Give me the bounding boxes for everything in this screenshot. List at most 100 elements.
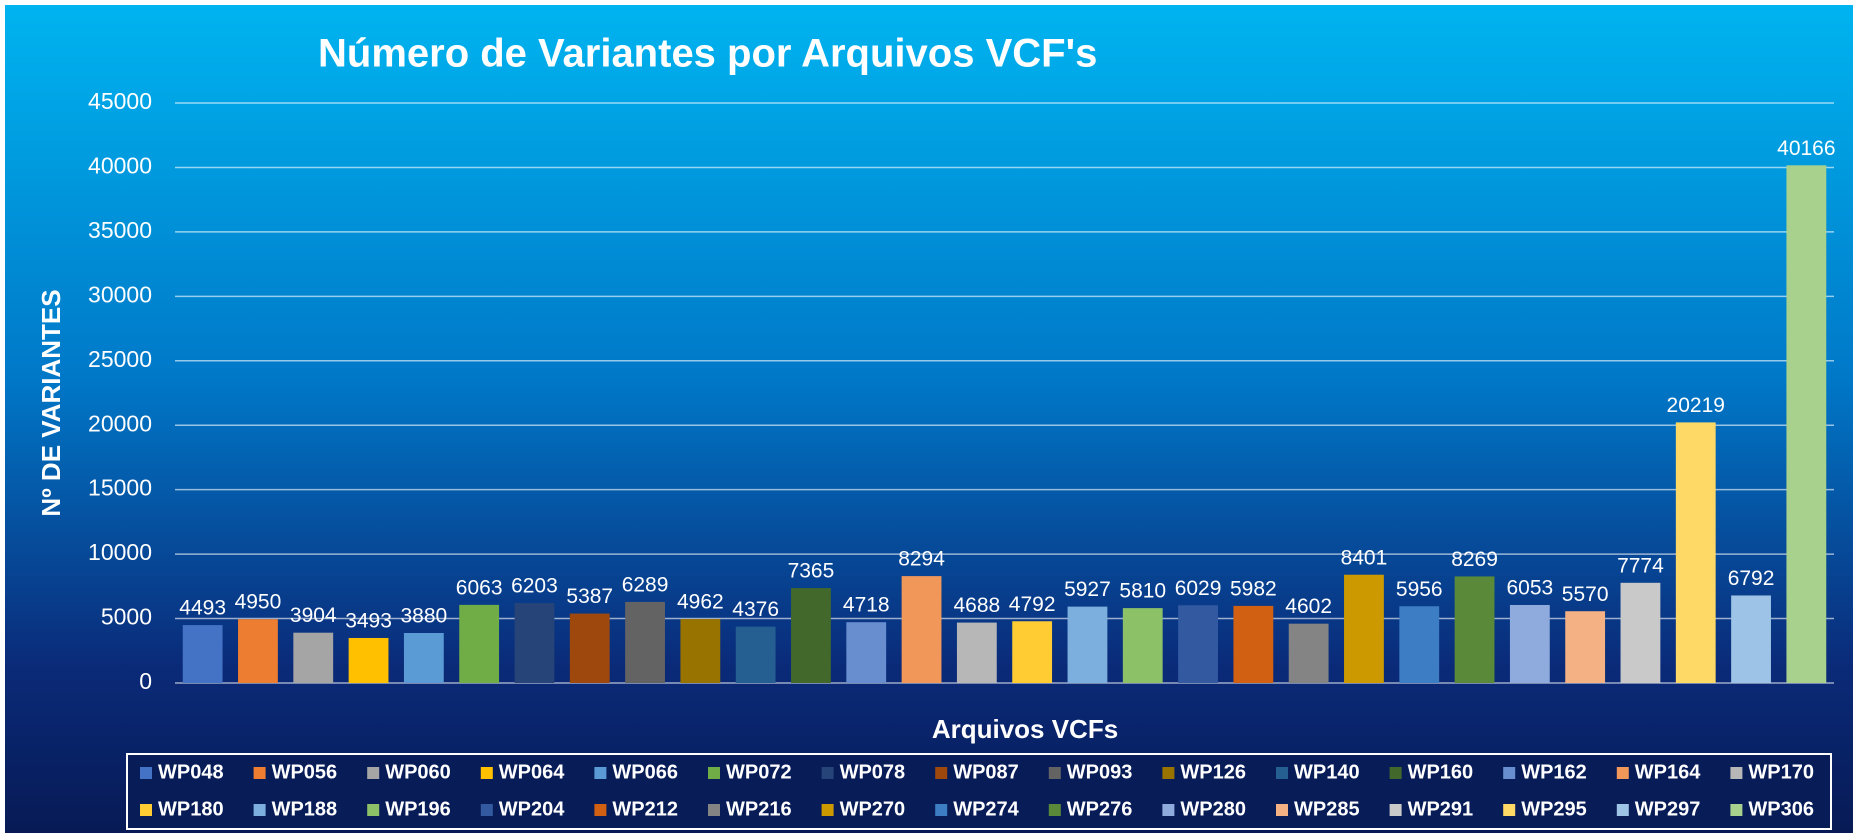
data-label: 4493 [179, 597, 226, 620]
legend-label: WP270 [840, 798, 906, 820]
y-tick-label: 30000 [88, 281, 152, 307]
legend-label: WP140 [1294, 761, 1360, 783]
y-tick-label: 25000 [88, 346, 152, 372]
bar [901, 576, 942, 683]
legend [126, 753, 1832, 830]
data-label: 3493 [345, 610, 392, 633]
legend-swatch [708, 804, 720, 816]
bar [1067, 606, 1108, 683]
legend-swatch [253, 804, 266, 816]
bar [1399, 606, 1440, 683]
legend-label: WP066 [612, 761, 678, 783]
bar [459, 604, 500, 683]
y-tick-label: 10000 [88, 539, 152, 565]
data-label: 4792 [1009, 593, 1056, 616]
legend-swatch [1048, 804, 1061, 816]
bar [1731, 595, 1771, 683]
legend-swatch [1730, 767, 1743, 779]
data-label: 6289 [622, 573, 669, 596]
legend-label: WP078 [840, 761, 906, 783]
y-tick-label: 20000 [88, 410, 152, 436]
bar [1012, 621, 1053, 683]
data-label: 4602 [1285, 595, 1332, 618]
legend-label: WP170 [1748, 761, 1814, 783]
data-label: 4962 [677, 591, 724, 614]
legend-label: WP072 [726, 761, 792, 783]
legend-label: WP056 [272, 761, 338, 783]
legend-swatch [1162, 804, 1175, 816]
legend-label: WP204 [499, 798, 565, 820]
legend-swatch [1503, 767, 1516, 779]
y-tick-label: 0 [139, 668, 152, 694]
data-label: 7774 [1617, 554, 1664, 577]
legend-swatch [821, 804, 834, 816]
legend-swatch [1162, 767, 1175, 779]
legend-label: WP276 [1067, 798, 1133, 820]
data-label: 40166 [1777, 137, 1835, 160]
legend-label: WP093 [1067, 761, 1133, 783]
legend-label: WP196 [385, 798, 451, 820]
data-label: 8269 [1451, 548, 1498, 571]
legend-swatch [935, 804, 948, 816]
legend-swatch [1616, 804, 1629, 816]
bar [569, 613, 610, 683]
y-axis-title: Nº DE VARIANTES [36, 289, 66, 516]
bar [1122, 608, 1163, 683]
legend-label: WP216 [726, 798, 792, 820]
bar [1675, 422, 1716, 683]
bar [293, 632, 334, 683]
data-label: 4950 [235, 591, 282, 614]
legend-label: WP060 [385, 761, 451, 783]
bar [735, 626, 776, 683]
data-label: 5570 [1562, 583, 1609, 606]
legend-label: WP188 [272, 798, 338, 820]
bar [1344, 574, 1384, 683]
data-label: 6792 [1728, 567, 1775, 590]
data-label: 5982 [1230, 577, 1277, 600]
bar [238, 619, 278, 683]
legend-label: WP160 [1408, 761, 1474, 783]
bar [1565, 611, 1606, 683]
bar [1178, 605, 1218, 683]
data-label: 6203 [511, 575, 558, 598]
data-label: 3880 [400, 605, 447, 628]
bar [1288, 623, 1329, 683]
data-label: 8401 [1341, 546, 1388, 569]
chart-title: Número de Variantes por Arquivos VCF's [318, 32, 1097, 76]
legend-swatch [708, 767, 720, 779]
bar [680, 619, 721, 683]
legend-swatch [594, 804, 607, 816]
bar [1786, 165, 1827, 684]
y-tick-label: 40000 [88, 153, 152, 179]
legend-label: WP291 [1408, 798, 1474, 820]
data-label: 5956 [1396, 578, 1443, 601]
data-label: 7365 [788, 560, 835, 583]
legend-label: WP126 [1180, 761, 1246, 783]
y-tick-label: 5000 [101, 604, 152, 630]
legend-swatch [1730, 804, 1743, 816]
bar [791, 588, 831, 683]
data-label: 6053 [1506, 577, 1553, 600]
legend-label: WP164 [1635, 761, 1701, 783]
bar [1620, 582, 1661, 683]
bar [1233, 605, 1274, 683]
y-tick-label: 35000 [88, 217, 152, 243]
legend-swatch [1276, 804, 1288, 816]
legend-swatch [935, 767, 948, 779]
legend-swatch [367, 804, 380, 816]
bar [348, 637, 389, 683]
data-label: 6063 [456, 576, 503, 599]
legend-label: WP306 [1748, 798, 1814, 820]
bar [403, 632, 444, 683]
bar [182, 625, 223, 683]
legend-swatch [140, 804, 152, 816]
legend-swatch [1503, 804, 1516, 816]
legend-label: WP064 [499, 761, 565, 783]
legend-swatch [367, 767, 380, 779]
data-label: 4688 [953, 594, 1000, 617]
bar [846, 622, 887, 683]
legend-label: WP087 [953, 761, 1019, 783]
legend-swatch [253, 767, 266, 779]
legend-swatch [140, 767, 152, 779]
